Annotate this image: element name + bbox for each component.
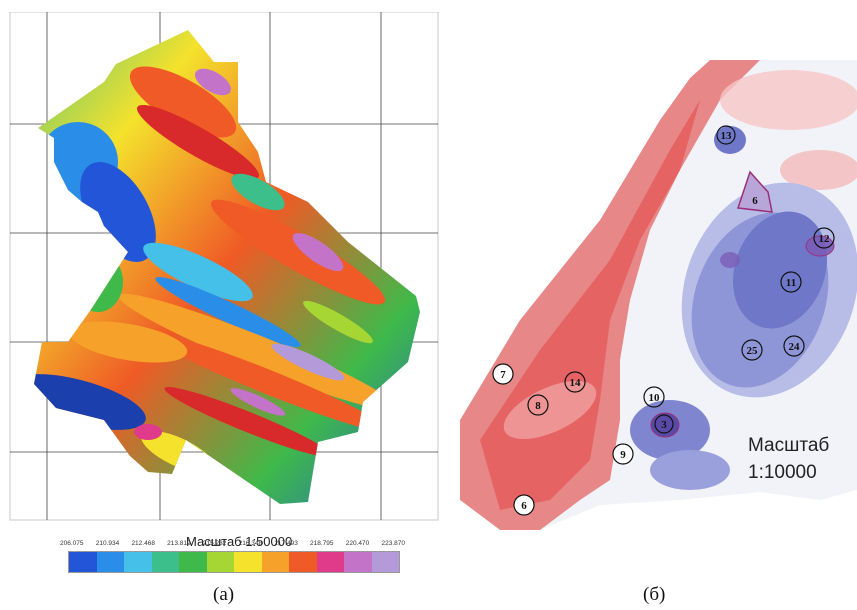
svg-text:13: 13	[721, 130, 733, 142]
svg-text:10: 10	[649, 392, 661, 404]
colorbar-tick: 218.795	[310, 540, 334, 547]
colorbar-swatch	[371, 552, 399, 572]
marker-14: 14	[564, 371, 586, 393]
colorbar-ticks: 206.075 210.934 212.468 213.819 215.232 …	[60, 540, 405, 550]
colorbar-swatch	[344, 552, 372, 572]
colorbar-swatch	[179, 552, 207, 572]
svg-text:9: 9	[620, 449, 626, 461]
colorbar-tick: 217.493	[274, 540, 298, 547]
scale-label-b-line2: 1:10000	[748, 462, 817, 483]
svg-text:8: 8	[535, 400, 541, 412]
colorbar-swatch	[206, 552, 234, 572]
colorbar-swatch	[96, 552, 124, 572]
caption-a: (а)	[213, 584, 235, 605]
caption-b: (б)	[643, 584, 666, 605]
marker-6-top: 6	[752, 195, 758, 207]
colorbar-tick: 213.819	[167, 540, 191, 547]
marker-11: 11	[780, 271, 802, 293]
svg-text:3: 3	[661, 419, 667, 431]
marker-10: 10	[643, 386, 665, 408]
magnetic-field-map-b: 13 6 12 11 25 24 7 14 8 10 3 9 6	[460, 60, 857, 530]
colorbar-swatch	[151, 552, 179, 572]
svg-text:7: 7	[500, 369, 506, 381]
colorbar-tick: 220.470	[345, 540, 370, 547]
colorbar-tick: 216.348	[238, 540, 263, 547]
svg-text:11: 11	[786, 277, 796, 289]
svg-text:6: 6	[521, 500, 527, 512]
marker-24: 24	[783, 335, 805, 357]
survey-area	[34, 30, 420, 504]
marker-9: 9	[612, 443, 634, 465]
colorbar-swatch	[261, 552, 289, 572]
colorbar-swatch	[69, 552, 97, 572]
svg-text:24: 24	[789, 341, 801, 353]
colorbar-tick: 223.870	[381, 540, 405, 547]
colorbar-tick: 206.075	[60, 540, 84, 547]
scale-label-b: Масштаб 1:10000	[748, 432, 829, 486]
marker-6-bottom: 6	[513, 494, 535, 516]
marker-8: 8	[527, 394, 549, 416]
scale-label-a: Масштаб 1:50000	[186, 534, 293, 549]
marker-12: 12	[813, 227, 835, 249]
colorbar-swatch	[316, 552, 344, 572]
svg-text:12: 12	[819, 233, 831, 245]
colorbar-swatch	[234, 552, 262, 572]
colorbar-tick: 215.232	[202, 540, 227, 547]
colorbar-swatch	[289, 552, 317, 572]
svg-text:14: 14	[570, 377, 582, 389]
scale-label-b-line1: Масштаб	[748, 435, 830, 456]
marker-7: 7	[492, 363, 514, 385]
marker-3: 3	[654, 414, 674, 434]
colorbar	[68, 551, 400, 573]
svg-text:6: 6	[752, 195, 758, 207]
colorbar-tick: 212.468	[131, 540, 155, 547]
magnetic-field-map-a	[9, 12, 439, 521]
marker-13: 13	[716, 125, 736, 145]
colorbar-tick: 210.934	[95, 540, 120, 547]
svg-text:25: 25	[747, 345, 759, 357]
marker-25: 25	[741, 339, 763, 361]
panel-a: Масштаб 1:50000	[8, 12, 440, 549]
colorbar-swatch	[124, 552, 152, 572]
